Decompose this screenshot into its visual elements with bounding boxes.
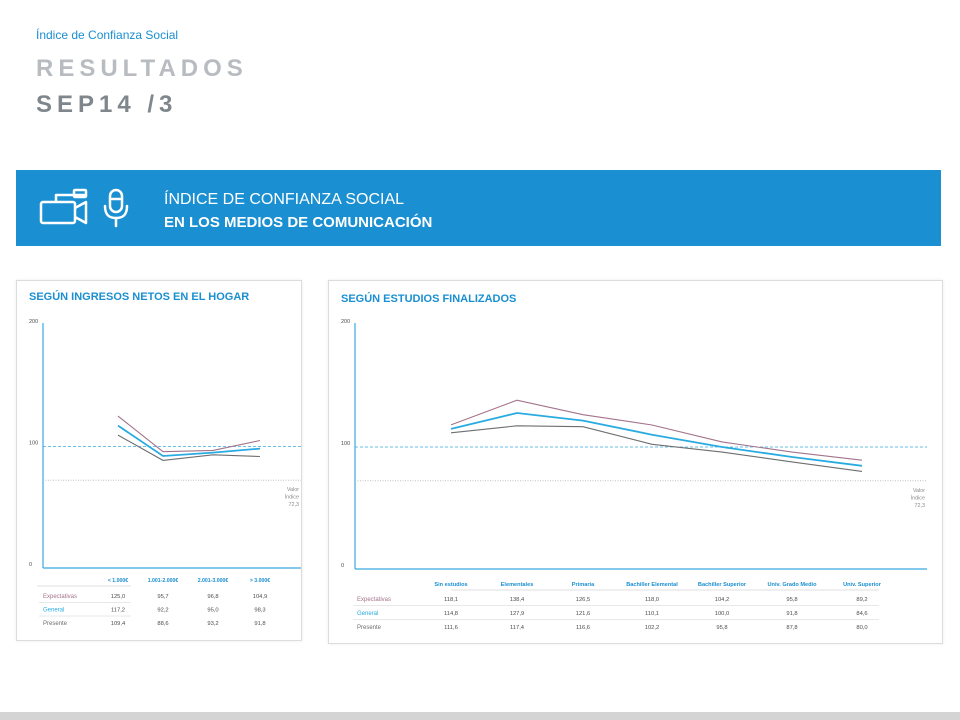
- data-label: 117,2: [111, 608, 125, 614]
- page-subtitle: SEP14 /3: [36, 91, 178, 118]
- data-label: 127,9: [510, 611, 525, 617]
- legend-general: General: [357, 611, 378, 617]
- page-title: RESULTADOS: [36, 55, 248, 82]
- data-label: 89,2: [856, 597, 867, 603]
- y-tick-label: 0: [341, 563, 344, 569]
- x-tick-label: 1.001-2.000€: [148, 578, 179, 584]
- series-line-presente: [117, 434, 261, 461]
- data-label: 109,4: [111, 621, 126, 627]
- data-label: 100,0: [715, 611, 730, 617]
- legend-presente: Presente: [43, 621, 68, 627]
- data-label: 93,2: [207, 621, 218, 627]
- data-label: 110,1: [645, 611, 659, 617]
- series-line-expectativas: [117, 415, 261, 453]
- x-tick-label: > 3.000€: [250, 578, 270, 584]
- series-line-expectativas: [450, 399, 863, 461]
- x-tick-label: 2.001-3.000€: [198, 578, 229, 584]
- data-label: 88,6: [157, 621, 168, 627]
- y-tick-label: 200: [29, 319, 38, 325]
- chart-title: SEGÚN INGRESOS NETOS EN EL HOGAR: [29, 290, 249, 303]
- y-tick-label: 100: [29, 441, 38, 447]
- data-label: 98,3: [254, 608, 265, 614]
- data-label: 114,8: [444, 611, 458, 617]
- reference-label: Índice: [285, 494, 299, 501]
- data-label: 95,8: [786, 597, 797, 603]
- legend-presente: Presente: [357, 625, 382, 631]
- pretitle: Índice de Confianza Social: [36, 28, 179, 42]
- x-tick-label: Elementales: [501, 582, 534, 588]
- banner-subtitle: EN LOS MEDIOS DE COMUNICACIÓN: [164, 214, 433, 231]
- data-label: 95,7: [157, 594, 168, 600]
- data-label: 138,4: [510, 597, 525, 603]
- y-tick-label: 200: [341, 319, 350, 325]
- data-label: 102,2: [645, 625, 660, 631]
- data-label: 80,0: [856, 625, 867, 631]
- data-label: 87,8: [786, 625, 797, 631]
- series-line-general: [450, 412, 863, 467]
- data-label: 118,1: [444, 597, 458, 603]
- reference-label: Valor: [287, 487, 299, 493]
- section-banner: ÍNDICE DE CONFIANZA SOCIAL EN LOS MEDIOS…: [16, 170, 941, 246]
- video-camera-icon: [39, 188, 88, 225]
- y-tick-label: 0: [29, 562, 32, 568]
- data-label: 91,8: [786, 611, 797, 617]
- reference-label: 72,3: [915, 503, 926, 509]
- data-label: 96,8: [207, 594, 218, 600]
- reference-label: 72,3: [289, 502, 300, 508]
- microphone-icon: [103, 188, 129, 228]
- chart-panel-ingresos: SEGÚN INGRESOS NETOS EN EL HOGAR 0 100 200 V…: [16, 280, 302, 641]
- x-tick-label: Bachiller Superior: [698, 582, 747, 588]
- series-line-general: [117, 424, 261, 457]
- data-label: 118,0: [645, 597, 659, 603]
- chart-title: SEGÚN ESTUDIOS FINALIZADOS: [341, 292, 516, 305]
- data-label: 91,8: [254, 621, 265, 627]
- chart-estudios: SEGÚN ESTUDIOS FINALIZADOS 0 100 200 ValorÍn…: [341, 292, 927, 631]
- data-label: 121,6: [576, 611, 591, 617]
- data-label: 92,2: [157, 608, 168, 614]
- x-tick-label: Sin estudios: [434, 582, 467, 588]
- data-label: 95,0: [207, 608, 218, 614]
- banner-title: ÍNDICE DE CONFIANZA SOCIAL: [164, 191, 405, 208]
- series-line-presente: [450, 425, 863, 472]
- x-tick-label: Univ. Grado Medio: [768, 582, 818, 588]
- banner-icons: [39, 188, 129, 228]
- y-tick-label: 100: [341, 441, 350, 447]
- chart-ingresos: SEGÚN INGRESOS NETOS EN EL HOGAR 0 100 200 V…: [29, 290, 301, 627]
- x-tick-label: < 1.000€: [108, 578, 128, 584]
- reference-label: Índice: [911, 494, 925, 501]
- data-label: 84,6: [856, 611, 867, 617]
- data-label: 104,9: [253, 594, 268, 600]
- data-label: 111,6: [444, 625, 458, 631]
- legend-expectativas: Expectativas: [357, 597, 391, 603]
- data-label: 95,8: [716, 625, 727, 631]
- chart-panel-estudios: SEGÚN ESTUDIOS FINALIZADOS 0 100 200 Valor Ín…: [328, 280, 943, 644]
- data-label: 116,6: [576, 625, 590, 631]
- data-label: 126,5: [576, 597, 591, 603]
- x-tick-label: Univ. Superior: [843, 582, 882, 588]
- reference-label: Valor: [913, 488, 925, 494]
- legend-expectativas: Expectativas: [43, 594, 77, 600]
- x-tick-label: Primaria: [572, 582, 595, 588]
- data-label: 104,2: [715, 597, 730, 603]
- x-tick-label: Bachiller Elemental: [626, 582, 678, 588]
- footer-bar: [0, 712, 960, 720]
- data-label: 117,4: [510, 625, 525, 631]
- legend-general: General: [43, 608, 64, 614]
- data-label: 125,0: [111, 594, 126, 600]
